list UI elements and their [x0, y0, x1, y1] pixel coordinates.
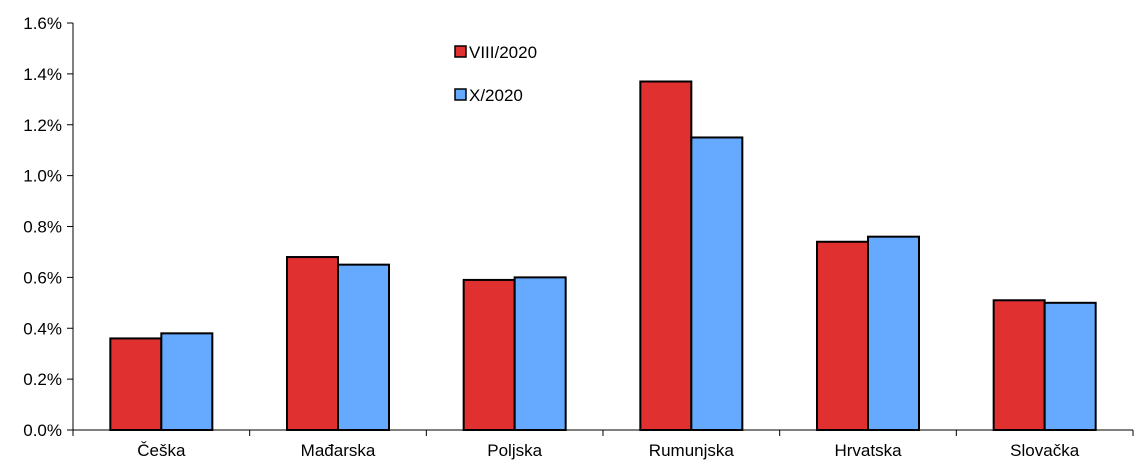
bars	[109, 80, 1097, 432]
y-tick-label: 1.4%	[23, 65, 62, 84]
bar-series-1	[816, 240, 869, 431]
y-tick-label: 0.6%	[23, 268, 62, 287]
y-tick-label: 0.0%	[23, 421, 62, 440]
x-category-label: Mađarska	[301, 441, 376, 460]
y-tick-label: 0.4%	[23, 319, 62, 338]
x-category-label: Hrvatska	[834, 441, 902, 460]
legend: VIII/2020 X/2020	[454, 43, 537, 105]
y-tick-label: 0.8%	[23, 218, 62, 237]
bar-series-1	[992, 299, 1046, 431]
x-category-label: Rumunjska	[649, 441, 735, 460]
legend-label: X/2020	[469, 86, 523, 105]
bar-series-2	[690, 136, 744, 431]
bar-series-2	[160, 332, 214, 431]
legend-swatch	[454, 45, 467, 58]
bar-series-2	[867, 235, 920, 431]
bar-series-2	[513, 276, 567, 431]
y-tick-label: 1.0%	[23, 167, 62, 186]
legend-label: VIII/2020	[469, 43, 537, 62]
x-category-label: Slovačka	[1010, 441, 1080, 460]
x-category-label: Češka	[137, 441, 186, 460]
y-tick-label: 1.2%	[23, 116, 62, 135]
x-axis: Češka Mađarska Poljska Rumunjska Hrvatska Slo…	[72, 429, 1134, 460]
y-tick-label: 0.2%	[23, 370, 62, 389]
x-category-label: Poljska	[487, 441, 542, 460]
bar-series-1	[109, 337, 163, 431]
y-axis: 0.0% 0.2% 0.4% 0.6% 0.8% 1.0% 1.2% 1.4% 1.6%	[23, 14, 74, 440]
bar-series-1	[639, 80, 693, 431]
y-tick-label: 1.6%	[23, 14, 62, 33]
bar-series-1	[462, 278, 516, 432]
legend-swatch	[454, 88, 467, 101]
bar-series-2	[337, 263, 390, 431]
bar-series-2	[1043, 301, 1097, 431]
bar-series-1	[286, 256, 339, 431]
